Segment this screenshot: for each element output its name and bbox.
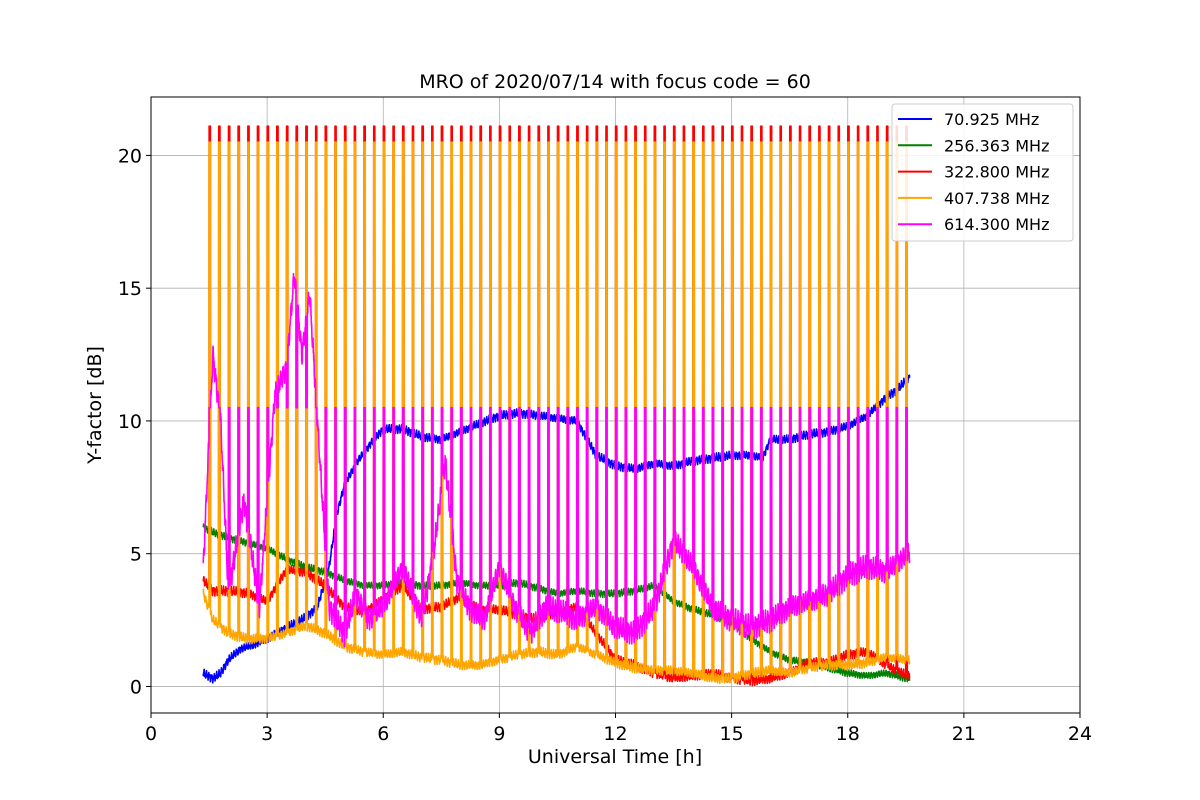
series-line: [202, 141, 911, 685]
y-tick-label: 20: [118, 145, 142, 167]
x-tick-label: 24: [1068, 723, 1092, 745]
x-tick-label: 21: [952, 723, 976, 745]
chart-title: MRO of 2020/07/14 with focus code = 60: [419, 71, 811, 93]
x-tick-label: 0: [145, 723, 157, 745]
x-tick-label: 3: [261, 723, 273, 745]
series-layer: [202, 125, 911, 687]
legend-entry: 407.738 MHz: [944, 189, 1049, 208]
x-tick-label: 12: [603, 723, 627, 745]
y-tick-label: 0: [130, 676, 142, 698]
y-axis-label: Y-factor [dB]: [84, 346, 106, 465]
series-line: [202, 272, 911, 648]
x-tick-label: 15: [720, 723, 744, 745]
y-tick-label: 10: [118, 411, 142, 433]
legend-entry: 322.800 MHz: [944, 163, 1049, 182]
x-tick-label: 9: [493, 723, 505, 745]
x-axis-label: Universal Time [h]: [528, 746, 702, 768]
axis-ticks: 0 3 6 9 12 15 18 21 24 0 5 10 15 20: [118, 145, 1092, 745]
legend-entry: 256.363 MHz: [944, 136, 1049, 155]
legend-entry: 614.300 MHz: [944, 215, 1049, 234]
x-tick-label: 6: [377, 723, 389, 745]
y-tick-label: 5: [130, 544, 142, 566]
x-tick-label: 18: [836, 723, 860, 745]
legend-entry: 70.925 MHz: [944, 110, 1039, 129]
y-tick-label: 15: [118, 278, 142, 300]
legend: 70.925 MHz 256.363 MHz 322.800 MHz 407.738 …: [891, 103, 1074, 242]
legend-box: [891, 103, 1074, 242]
